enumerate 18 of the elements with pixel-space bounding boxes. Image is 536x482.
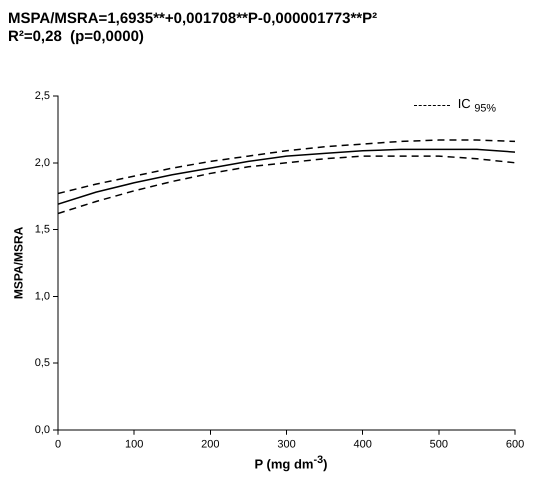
chart-subtitle: R²=0,28 (p=0,0000)	[8, 28, 144, 46]
y-tick-label: 1,0	[34, 290, 50, 302]
legend-label: IC $_{95%}$	[458, 96, 496, 115]
y-tick-label: 2,5	[34, 90, 50, 102]
y-tick-label: 2,0	[34, 156, 50, 169]
x-tick-label: 500	[430, 438, 448, 450]
x-tick-label: 200	[201, 438, 220, 450]
x-tick-label: 100	[124, 438, 144, 450]
chart-title: MSPA/MSRA=1,6935**+0,001708**P-0,000001773**P²	[8, 10, 378, 28]
x-tick-label: 300	[277, 438, 296, 450]
y-tick-label: 0,0	[34, 424, 50, 436]
y-axis-title: MSPA/MSRA	[12, 226, 26, 300]
y-tick-label: 1,5	[34, 224, 50, 236]
x-tick-label: 400	[353, 438, 372, 450]
x-tick-label: 600	[506, 438, 524, 450]
x-tick-label: 0	[54, 438, 62, 450]
y-tick-label: 0,5	[34, 357, 50, 370]
x-axis-title: P (mg dm$^{-3}$)	[254, 454, 328, 472]
